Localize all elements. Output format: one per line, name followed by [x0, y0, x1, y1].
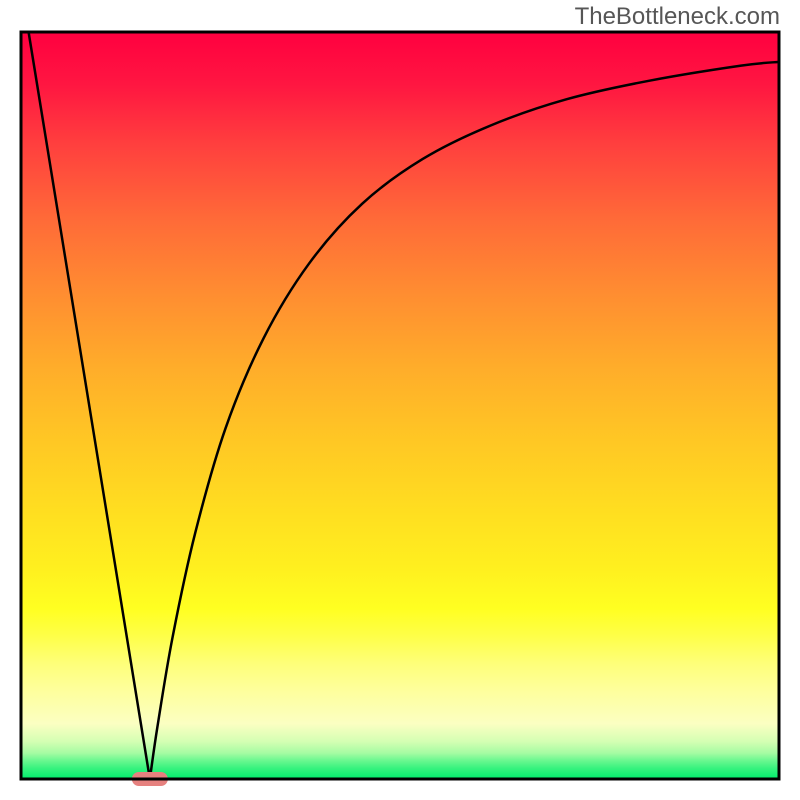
bottleneck-chart: [0, 0, 800, 800]
watermark-text: TheBottleneck.com: [575, 3, 780, 31]
plot-background: [21, 32, 779, 779]
chart-container: { "watermark": { "text": "TheBottleneck.…: [0, 0, 800, 800]
plot-area: [21, 32, 779, 786]
